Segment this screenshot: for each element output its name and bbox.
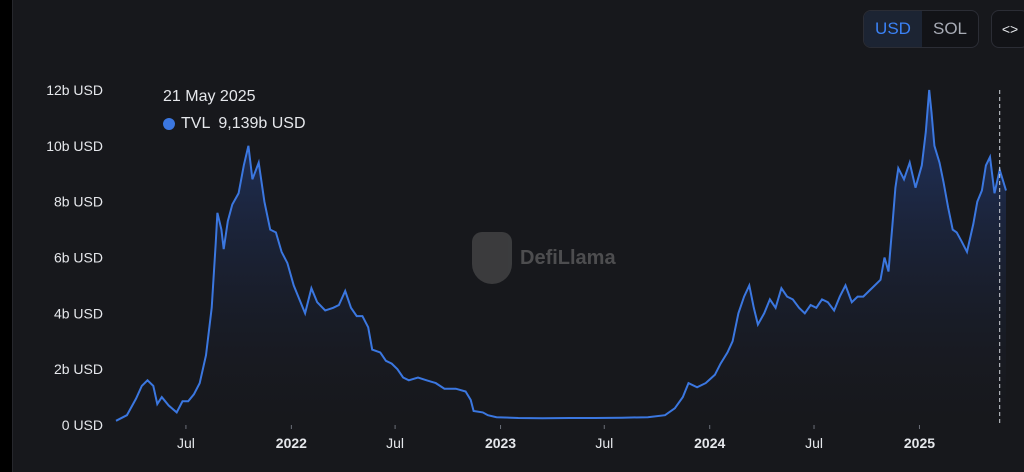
x-axis: Jul 2022 Jul 2023 Jul 2024 Jul 2025 xyxy=(177,425,935,451)
x-tick-label: Jul xyxy=(177,435,195,451)
usd-option[interactable]: USD xyxy=(864,11,922,47)
code-icon: <> xyxy=(1001,21,1019,37)
x-tick-label: Jul xyxy=(595,435,613,451)
y-tick-label: 0 USD xyxy=(62,417,103,433)
y-tick-label: 12b USD xyxy=(46,82,103,98)
x-tick-label: 2023 xyxy=(485,435,516,451)
y-tick-label: 2b USD xyxy=(54,361,103,377)
currency-toggle[interactable]: USD SOL xyxy=(863,10,979,48)
sol-option[interactable]: SOL xyxy=(932,19,968,38)
x-tick-label: Jul xyxy=(805,435,823,451)
llama-logo-icon xyxy=(472,232,512,284)
embed-code-button[interactable]: <> xyxy=(991,10,1024,48)
tvl-area xyxy=(116,90,1006,425)
y-axis: 0 USD 2b USD 4b USD 6b USD 8b USD 10b USD 12b … xyxy=(46,82,103,433)
chart-panel: USD SOL <> xyxy=(12,0,1024,472)
x-tick-label: 2024 xyxy=(694,435,725,451)
y-tick-label: 8b USD xyxy=(54,194,103,210)
watermark-text: DefiLlama xyxy=(520,246,616,269)
tooltip-value: 9,139b USD xyxy=(218,115,306,132)
y-tick-label: 10b USD xyxy=(46,138,103,154)
x-tick-label: 2022 xyxy=(276,435,307,451)
y-tick-label: 4b USD xyxy=(54,305,103,321)
x-tick-label: Jul xyxy=(386,435,404,451)
watermark: DefiLlama xyxy=(472,232,616,284)
series-color-dot xyxy=(163,118,175,130)
tooltip-value-row: TVL 9,139b USD xyxy=(163,115,306,133)
y-tick-label: 6b USD xyxy=(54,250,103,266)
x-tick-label: 2025 xyxy=(904,435,935,451)
tooltip-date: 21 May 2025 xyxy=(163,88,256,105)
tvl-line xyxy=(115,89,1007,422)
tooltip-series-name: TVL xyxy=(181,115,211,132)
